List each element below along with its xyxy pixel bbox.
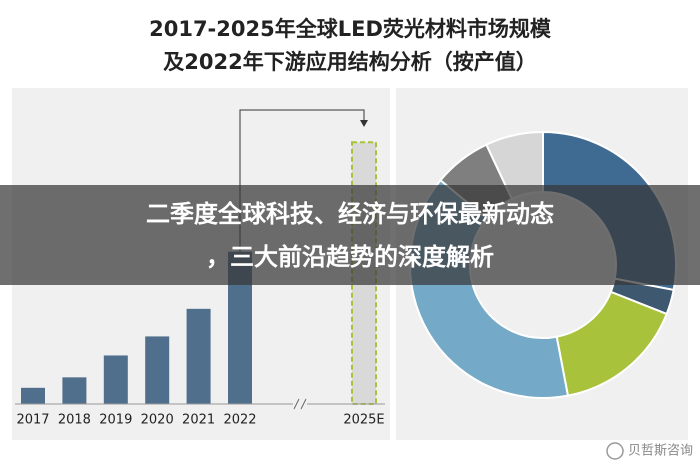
x-tick-label: 2022	[223, 413, 256, 428]
watermark: 贝哲斯咨询	[628, 444, 693, 459]
title-line: 2017-2025年全球LED荧光材料市场规模	[149, 17, 552, 41]
bar	[186, 308, 211, 404]
bar	[62, 377, 87, 404]
arrow-head	[360, 120, 368, 127]
banner	[0, 185, 700, 285]
banner-text: ，三大前沿趋势的深度解析	[206, 243, 494, 271]
axis-break-gap	[293, 398, 307, 410]
axis-break	[293, 398, 307, 410]
banner-text: 二季度全球科技、经济与环保最新动态	[146, 200, 554, 228]
x-tick-label: 2019	[99, 413, 132, 428]
bar	[145, 336, 170, 404]
x-tick-label: 2020	[141, 413, 174, 428]
growth-bracket	[239, 109, 365, 252]
title-line: 及2022年下游应用结构分析（按产值）	[163, 50, 536, 74]
x-tick-label: 2025E	[343, 413, 384, 428]
watermark-icon	[606, 442, 624, 460]
x-tick-label: 2017	[16, 413, 49, 428]
x-tick-label: 2018	[58, 413, 91, 428]
bar	[103, 355, 128, 404]
bar	[21, 387, 45, 404]
x-tick-label: 2021	[182, 413, 215, 428]
